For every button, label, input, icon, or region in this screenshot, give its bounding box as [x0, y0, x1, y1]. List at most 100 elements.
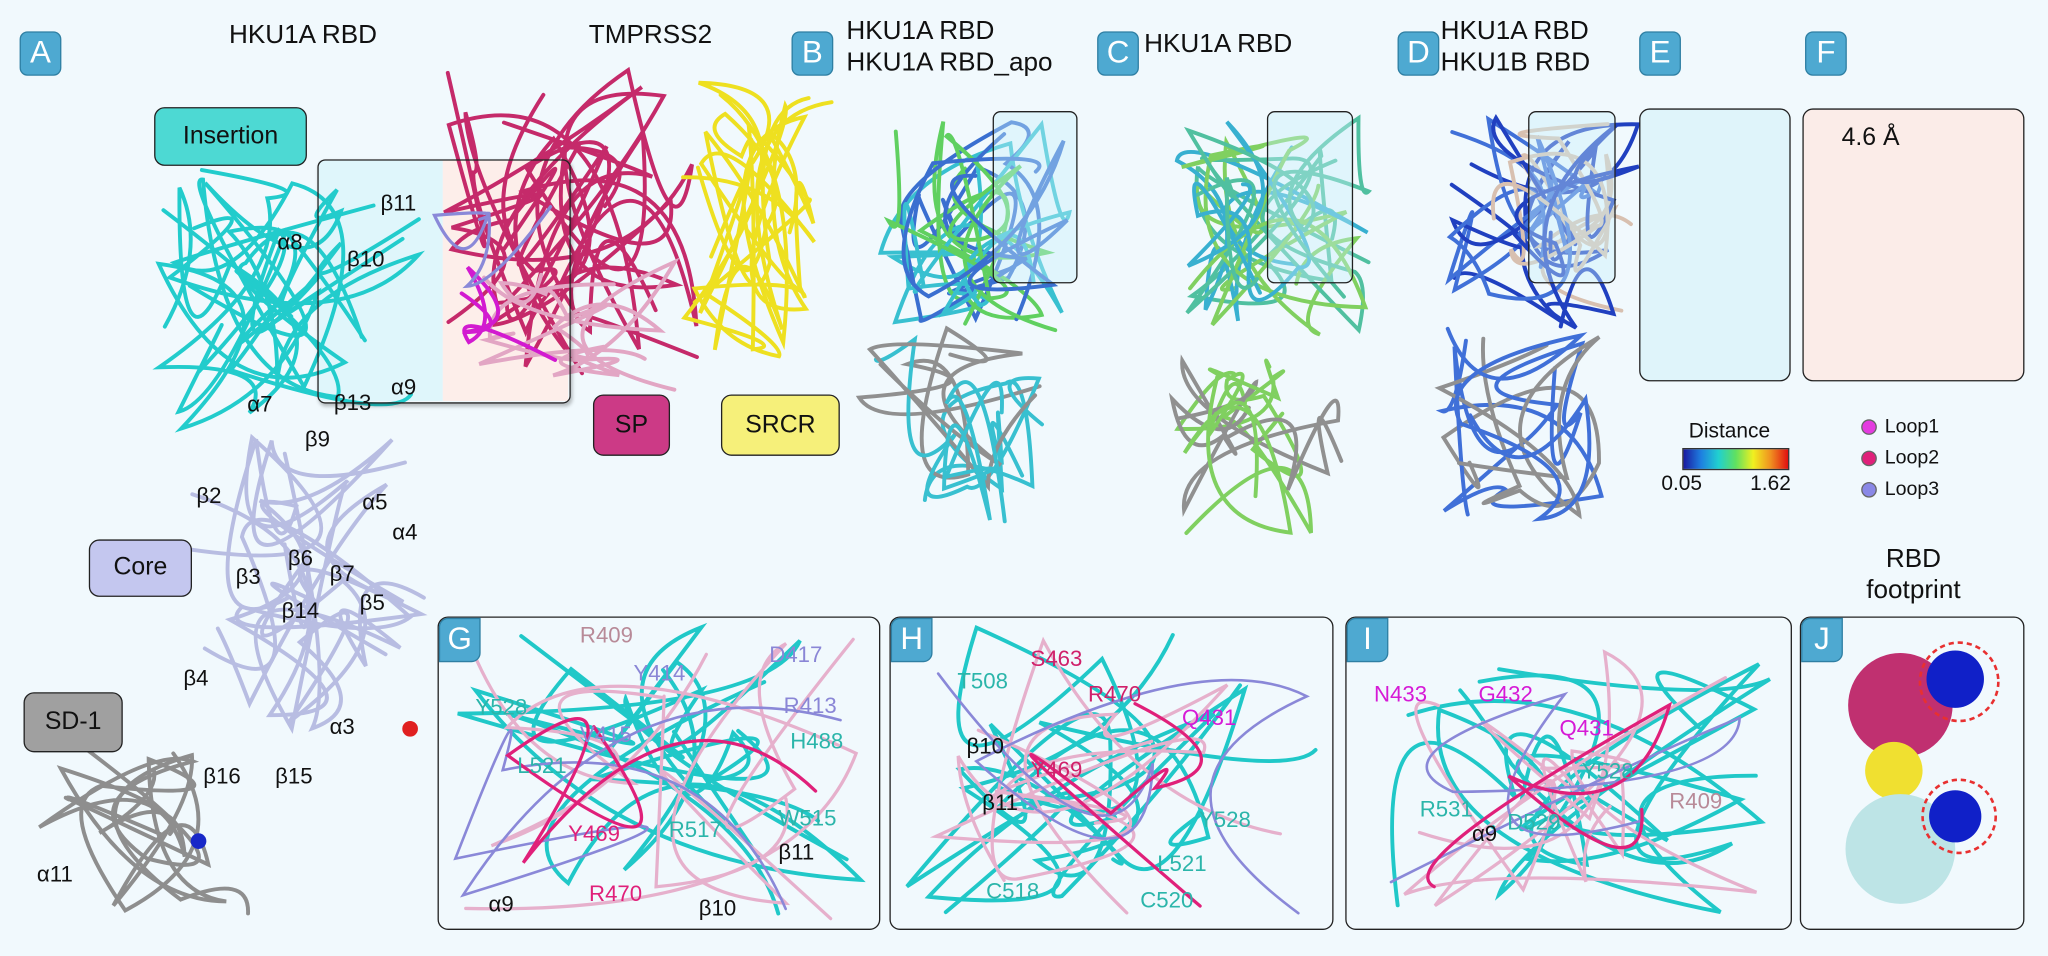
panel-c-highlight-box	[1266, 111, 1354, 284]
rbd-tube-trace	[1512, 122, 1640, 330]
sidechain-stick	[1029, 702, 1203, 908]
sidechain-stick	[1426, 701, 1673, 889]
rbd-tube-trace	[1446, 135, 1599, 301]
distance-legend-title: Distance	[1688, 420, 1771, 443]
panel-g-residue-label: Y469	[568, 821, 621, 847]
loop2-label: Loop2	[1884, 446, 1940, 469]
density-mesh	[936, 672, 1310, 915]
panel-h-residue-label: Y469	[1030, 757, 1083, 783]
secondary-structure-label: β3	[235, 564, 261, 590]
interface-highlight-box	[317, 159, 571, 404]
c-terminus-sphere	[190, 833, 207, 849]
panel-g-residue-label: L521	[517, 753, 567, 779]
rbd-tube-trace	[902, 119, 1072, 318]
rbd-tube-trace	[1183, 114, 1372, 299]
panel-g-badge: G	[438, 617, 481, 663]
loop1-ribbon	[459, 265, 558, 362]
panel-f-badge: F	[1805, 31, 1847, 76]
secondary-structure-label: β4	[183, 666, 209, 691]
rbd-tube-trace	[897, 120, 1042, 323]
sp-domain-ribbon	[501, 120, 658, 368]
core-domain-ribbon	[190, 438, 407, 718]
rbd-tube-trace	[883, 129, 1058, 333]
tmprss2-ribbon	[956, 683, 1229, 915]
rbd-tube-trace	[1186, 147, 1371, 306]
rbd-footprint-patch-2	[1929, 790, 1982, 843]
insertion-domain-ribbon	[152, 168, 299, 415]
distance-legend-max: 1.62	[1750, 472, 1791, 496]
panel-h-box	[889, 616, 1334, 930]
panel-j-badge: J	[1801, 617, 1843, 663]
panel-h-residue-label: T508	[957, 668, 1008, 694]
rbd-tube-trace	[901, 139, 1069, 299]
panel-g-residue-label: R409	[579, 623, 633, 648]
rbd-tube-trace	[1445, 326, 1592, 522]
distance-legend-min: 0.05	[1661, 472, 1703, 496]
tmprss2-ribbon	[929, 728, 1207, 845]
panel-j-box	[1799, 616, 2025, 930]
panel-b-title-2: HKU1A RBD_apo	[846, 48, 1053, 78]
panel-a-tmprss2-title: TMPRSS2	[588, 20, 713, 50]
panel-a-rbd-title: HKU1A RBD	[228, 20, 378, 50]
panel-i-residue-label: α9	[1471, 821, 1498, 847]
panel-h-residue-label: C518	[986, 879, 1040, 904]
tmprss2-ribbon	[660, 637, 855, 921]
panel-c-badge: C	[1097, 31, 1139, 76]
panel-i-residue-label: Y528	[1581, 758, 1634, 784]
panel-h-residue-label: R470	[1087, 681, 1142, 707]
panel-h-residue-label: β11	[982, 790, 1019, 816]
panel-e-box	[1639, 108, 1791, 382]
panel-g-box	[437, 616, 881, 930]
panel-b-title-1: HKU1A RBD	[846, 16, 995, 46]
secondary-structure-label: α3	[329, 714, 355, 740]
footprint-circle	[1918, 641, 2000, 723]
sd1-domain-ribbon	[56, 751, 227, 913]
panel-d-title-1: HKU1A RBD	[1440, 16, 1589, 46]
rbd-tube-trace	[855, 325, 1042, 480]
interface-ribbon	[924, 633, 1243, 903]
panel-d-badge: D	[1397, 31, 1440, 76]
panel-g-residue-label: β10	[698, 895, 737, 921]
tmprss2-ribbon	[464, 652, 859, 911]
secondary-structure-label: α9	[390, 374, 417, 400]
panel-e-badge: E	[1639, 31, 1681, 76]
secondary-structure-label: α8	[277, 229, 303, 255]
secondary-structure-label: β16	[203, 764, 241, 789]
rbd-tube-trace	[1491, 122, 1610, 266]
panel-d-title-2: HKU1B RBD	[1440, 48, 1591, 78]
loop1-label: Loop1	[1884, 415, 1940, 438]
secondary-structure-label: β14	[281, 598, 320, 624]
panel-i-residue-label: R531	[1419, 796, 1473, 822]
secondary-structure-label: α5	[362, 489, 388, 515]
sp-light-ribbon	[552, 257, 680, 392]
srcr-surface	[1865, 741, 1923, 800]
panel-g-residue-label: Y414	[633, 660, 686, 686]
insertion-domain-ribbon	[161, 177, 376, 400]
rbd-tube-trace	[1182, 358, 1293, 535]
rbd-tube-trace	[1181, 135, 1369, 327]
domain-sp: SP	[592, 394, 671, 456]
sd1-domain-ribbon	[63, 752, 250, 916]
n-terminus-sphere	[402, 720, 418, 737]
rbd-tube-trace	[941, 380, 1007, 524]
srcr-domain-ribbon	[698, 93, 810, 351]
panel-h-residue-label: S463	[1030, 646, 1083, 672]
secondary-structure-label: β9	[304, 427, 330, 452]
panel-g-residue-label: α9	[488, 892, 514, 917]
rbd-tube-trace	[1175, 379, 1341, 517]
panel-h-residue-label: C520	[1140, 888, 1194, 913]
panel-i-residue-label: D529	[1507, 809, 1561, 835]
loop3-label: Loop3	[1884, 478, 1940, 501]
panel-g-residue-label: R517	[668, 817, 722, 843]
rbd-tube-trace	[1185, 154, 1365, 335]
loop-legend-item-2: Loop2	[1861, 447, 1939, 469]
panel-i-badge: I	[1346, 617, 1389, 663]
panel-i-residue-label: Q431	[1559, 715, 1614, 741]
loop-legend-item-3: Loop3	[1861, 478, 1939, 500]
srcr-domain-ribbon	[681, 129, 816, 293]
interface-ribbon	[1436, 667, 1771, 915]
tmprss2-ribbon	[466, 637, 789, 889]
secondary-structure-label: β7	[329, 561, 355, 587]
secondary-structure-label: α7	[247, 391, 273, 417]
